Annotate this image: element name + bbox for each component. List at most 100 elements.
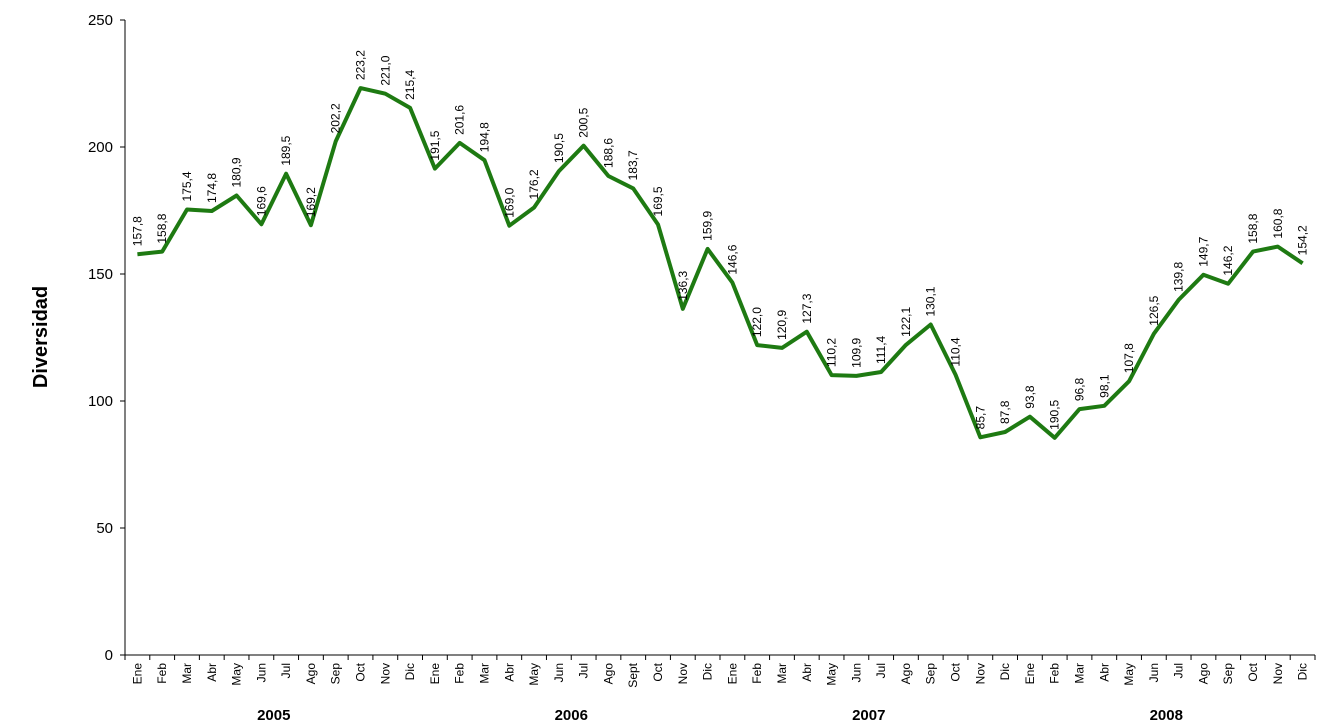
data-label: 98,1 <box>1097 374 1111 398</box>
x-tick-label: Jun <box>1147 663 1161 682</box>
data-label: 126,5 <box>1147 295 1161 325</box>
y-tick-label: 250 <box>88 12 113 29</box>
data-label: 96,8 <box>1072 377 1086 401</box>
year-label: 2007 <box>852 707 885 724</box>
data-label: 127,3 <box>800 293 814 323</box>
x-tick-label: Oct <box>354 662 368 681</box>
axes <box>124 20 1315 656</box>
data-label: 174,8 <box>205 173 219 203</box>
x-tick-label: Dic <box>403 663 417 680</box>
data-label: 157,8 <box>130 216 144 246</box>
data-label: 158,8 <box>155 213 169 243</box>
data-label: 149,7 <box>1196 236 1210 266</box>
x-tick-label: Sep <box>1221 663 1235 685</box>
x-tick-label: Abr <box>205 663 219 682</box>
y-axis-ticks: 0 50 100 150 200 250 <box>88 12 125 664</box>
data-label: 110,4 <box>949 337 963 366</box>
x-tick-label: Mar <box>1072 663 1086 684</box>
x-tick-label: Dic <box>701 663 715 680</box>
series-line <box>137 86 1304 440</box>
y-tick-label: 0 <box>105 647 113 664</box>
x-tick-label: Abr <box>502 663 516 682</box>
x-tick-label: Sep <box>329 663 343 685</box>
x-tick-label: Jul <box>577 663 591 678</box>
data-label: 188,6 <box>601 138 615 168</box>
x-tick-label: Oct <box>949 662 963 681</box>
data-label: 190,5 <box>552 133 566 163</box>
data-label: 183,7 <box>626 150 640 180</box>
x-axis-ticks: Ene Feb Mar Abr May Jun Jul Ago Sep Oct Nov Dic Ene F… <box>124 655 1316 688</box>
x-tick-label: Dic <box>998 663 1012 680</box>
x-tick-label: Feb <box>453 663 467 684</box>
y-tick-label: 100 <box>88 393 113 410</box>
x-tick-label: Sept <box>626 662 640 687</box>
x-tick-label: Nov <box>676 663 690 684</box>
x-tick-label: Feb <box>1048 663 1062 684</box>
y-axis-label: Diversidad <box>30 286 52 388</box>
data-label: 194,8 <box>477 122 491 152</box>
data-label: 176,2 <box>527 169 541 199</box>
x-tick-label: May <box>1122 663 1136 686</box>
y-tick-label: 150 <box>88 266 113 283</box>
data-label: 122,0 <box>750 307 764 337</box>
data-label: 189,5 <box>279 135 293 165</box>
x-tick-label: Dic <box>1296 663 1310 680</box>
data-label: 160,8 <box>1271 208 1285 238</box>
x-tick-label: Feb <box>155 663 169 684</box>
data-label: 122,1 <box>899 307 913 337</box>
data-label: 158,8 <box>1246 213 1260 243</box>
x-tick-label: Ago <box>304 663 318 685</box>
data-label: 107,8 <box>1122 343 1136 373</box>
x-tick-label: Ago <box>1196 663 1210 685</box>
x-tick-label: Mar <box>180 663 194 684</box>
y-tick-label: 50 <box>96 520 113 537</box>
data-label: 169,6 <box>254 186 268 216</box>
year-labels: 2005 2006 2007 2008 <box>257 707 1183 724</box>
data-label: 146,6 <box>725 244 739 274</box>
x-tick-label: Mar <box>477 663 491 684</box>
data-label: 175,4 <box>180 171 194 201</box>
data-label: 109,9 <box>849 337 863 367</box>
data-label: 136,3 <box>676 270 690 300</box>
x-tick-label: Jul <box>279 663 293 678</box>
x-tick-label: Ago <box>601 663 615 685</box>
x-tick-label: Nov <box>973 663 987 684</box>
x-tick-label: Ene <box>130 663 144 685</box>
x-tick-label: May <box>527 663 541 686</box>
data-labels: 157,8 158,8 175,4 174,8 180,9 169,6 189,5 169,2… <box>130 50 1309 430</box>
data-label: 154,2 <box>1296 225 1310 255</box>
data-label: 111,4 <box>874 335 888 364</box>
data-label: 159,9 <box>701 210 715 240</box>
x-tick-label: Abr <box>1097 663 1111 682</box>
year-label: 2008 <box>1150 707 1183 724</box>
data-label: 169,2 <box>304 187 318 217</box>
data-label: 87,8 <box>998 400 1012 424</box>
data-label: 93,8 <box>1023 385 1037 409</box>
x-tick-label: Oct <box>651 662 665 681</box>
x-tick-label: Jun <box>849 663 863 682</box>
year-label: 2005 <box>257 707 290 724</box>
data-label: 130,1 <box>924 286 938 316</box>
y-tick-label: 200 <box>88 139 113 156</box>
x-tick-label: Ene <box>428 663 442 685</box>
x-tick-label: Nov <box>1271 663 1285 684</box>
x-tick-label: Jul <box>1172 663 1186 678</box>
x-tick-label: Sep <box>924 663 938 685</box>
data-label: 200,5 <box>577 107 591 137</box>
data-label: 169,5 <box>651 186 665 216</box>
data-label: 202,2 <box>329 103 343 133</box>
data-label: 110,2 <box>825 338 839 367</box>
x-tick-label: Feb <box>750 663 764 684</box>
data-label: 221,0 <box>378 55 392 85</box>
x-tick-label: Abr <box>800 663 814 682</box>
data-label: 146,2 <box>1221 245 1235 275</box>
data-label: 201,6 <box>453 105 467 135</box>
data-label: 139,8 <box>1172 262 1186 292</box>
data-label: 120,9 <box>775 310 789 340</box>
x-tick-label: Jun <box>552 663 566 682</box>
x-tick-label: Jul <box>874 663 888 678</box>
data-label: 215,4 <box>403 70 417 100</box>
data-label: 85,7 <box>973 406 987 430</box>
x-tick-label: Oct <box>1246 662 1260 681</box>
x-tick-label: Jun <box>254 663 268 682</box>
